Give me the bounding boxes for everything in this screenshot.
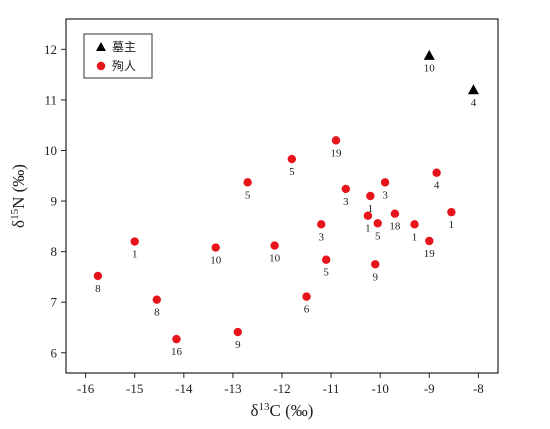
data-point-label: 10 (210, 255, 222, 267)
data-point-label: 4 (434, 180, 440, 192)
data-point-circle (432, 168, 441, 177)
x-tick-label: -8 (473, 381, 484, 396)
y-axis-title-unit: N (‰) (9, 164, 28, 209)
data-point-circle (130, 237, 139, 246)
data-point-label: 1 (412, 231, 418, 243)
legend-label-tomb-owner: 墓主 (112, 40, 136, 54)
data-point-label: 1 (132, 249, 138, 261)
data-point-label: 3 (319, 231, 325, 243)
y-tick-label: 8 (51, 244, 58, 259)
x-axis-title-symbol: δ (251, 401, 259, 420)
x-tick-label: -14 (175, 381, 193, 396)
data-point-label: 8 (154, 307, 160, 319)
data-point-circle (211, 243, 220, 252)
x-tick-label: -16 (77, 381, 95, 396)
data-point-label: 19 (424, 248, 436, 260)
data-point-label: 1 (449, 219, 455, 231)
data-point-circle (341, 184, 351, 194)
data-point-label: 5 (375, 230, 381, 242)
x-axis-title-superscript: 13 (259, 401, 271, 413)
y-tick-label: 10 (44, 143, 57, 158)
data-point-label: 3 (382, 189, 388, 201)
data-point-circle (317, 220, 326, 229)
data-point-label: 1 (368, 203, 374, 215)
x-axis-title-unit: C (‰) (270, 401, 314, 420)
legend-label-sacrifice: 殉人 (112, 58, 136, 73)
x-tick-label: -9 (424, 381, 435, 396)
data-point-circle (243, 178, 252, 187)
x-tick-label: -11 (323, 381, 340, 396)
data-point-label: 16 (171, 346, 183, 358)
data-point-circle (270, 241, 279, 250)
data-point-triangle (423, 49, 435, 60)
data-point-circle (233, 327, 243, 337)
data-point-label: 5 (245, 189, 251, 201)
legend: 墓主 殉人 (83, 33, 153, 79)
data-point-circle (425, 236, 434, 246)
data-point-label: 8 (95, 283, 101, 295)
data-point-label: 10 (424, 62, 436, 74)
x-tick-label: -15 (126, 381, 143, 396)
x-axis-title: δ13C (‰) (251, 401, 314, 420)
data-point-circle (447, 207, 456, 217)
y-tick-label: 9 (51, 194, 58, 209)
y-axis-title-superscript: 15 (9, 208, 21, 220)
x-tick-label: -12 (273, 381, 290, 396)
y-tick-label: 7 (51, 295, 58, 310)
legend-triangle-icon (96, 42, 106, 51)
data-point-label: 18 (389, 221, 401, 233)
x-tick-label: -13 (224, 381, 241, 396)
data-point-label: 5 (289, 166, 295, 178)
y-axis-title: δ15N (‰) (9, 164, 28, 228)
data-point-circle (410, 220, 419, 229)
data-point-circle (321, 255, 331, 264)
data-point-circle (172, 334, 181, 344)
data-point-label: 1 (365, 223, 371, 235)
x-axis-ticks: -16 -15 -14 -13 -12 -11 -10 -9 -8 (77, 373, 484, 396)
data-point-label: 9 (235, 339, 241, 351)
data-point-circle (152, 295, 162, 304)
legend-box (83, 33, 153, 79)
y-axis-ticks: 6 7 8 9 10 11 12 (44, 42, 66, 360)
data-point-label: 19 (331, 147, 343, 159)
data-point-label: 4 (471, 97, 477, 109)
data-point-label: 9 (373, 271, 379, 283)
data-point-circle (373, 219, 382, 228)
data-point-circle (371, 260, 380, 269)
data-point-circle (302, 292, 311, 301)
data-point-circle (93, 271, 103, 281)
legend-circle-icon (96, 61, 106, 71)
data-point-circle (363, 211, 373, 220)
y-tick-label: 11 (44, 92, 57, 107)
data-point-label: 6 (304, 304, 310, 316)
data-point-circle (366, 191, 375, 201)
y-tick-label: 6 (51, 345, 58, 360)
data-point-triangle (467, 84, 479, 95)
data-point-circle (287, 154, 297, 164)
data-point-circle (390, 209, 400, 218)
data-point-circle (380, 178, 390, 187)
data-point-label: 10 (269, 253, 281, 265)
x-tick-label: -10 (372, 381, 389, 396)
data-point-label: 3 (343, 196, 349, 208)
data-point-label: 5 (323, 267, 329, 279)
data-point-circle (331, 136, 341, 145)
y-tick-label: 12 (44, 42, 57, 57)
y-axis-title-symbol: δ (9, 220, 28, 228)
